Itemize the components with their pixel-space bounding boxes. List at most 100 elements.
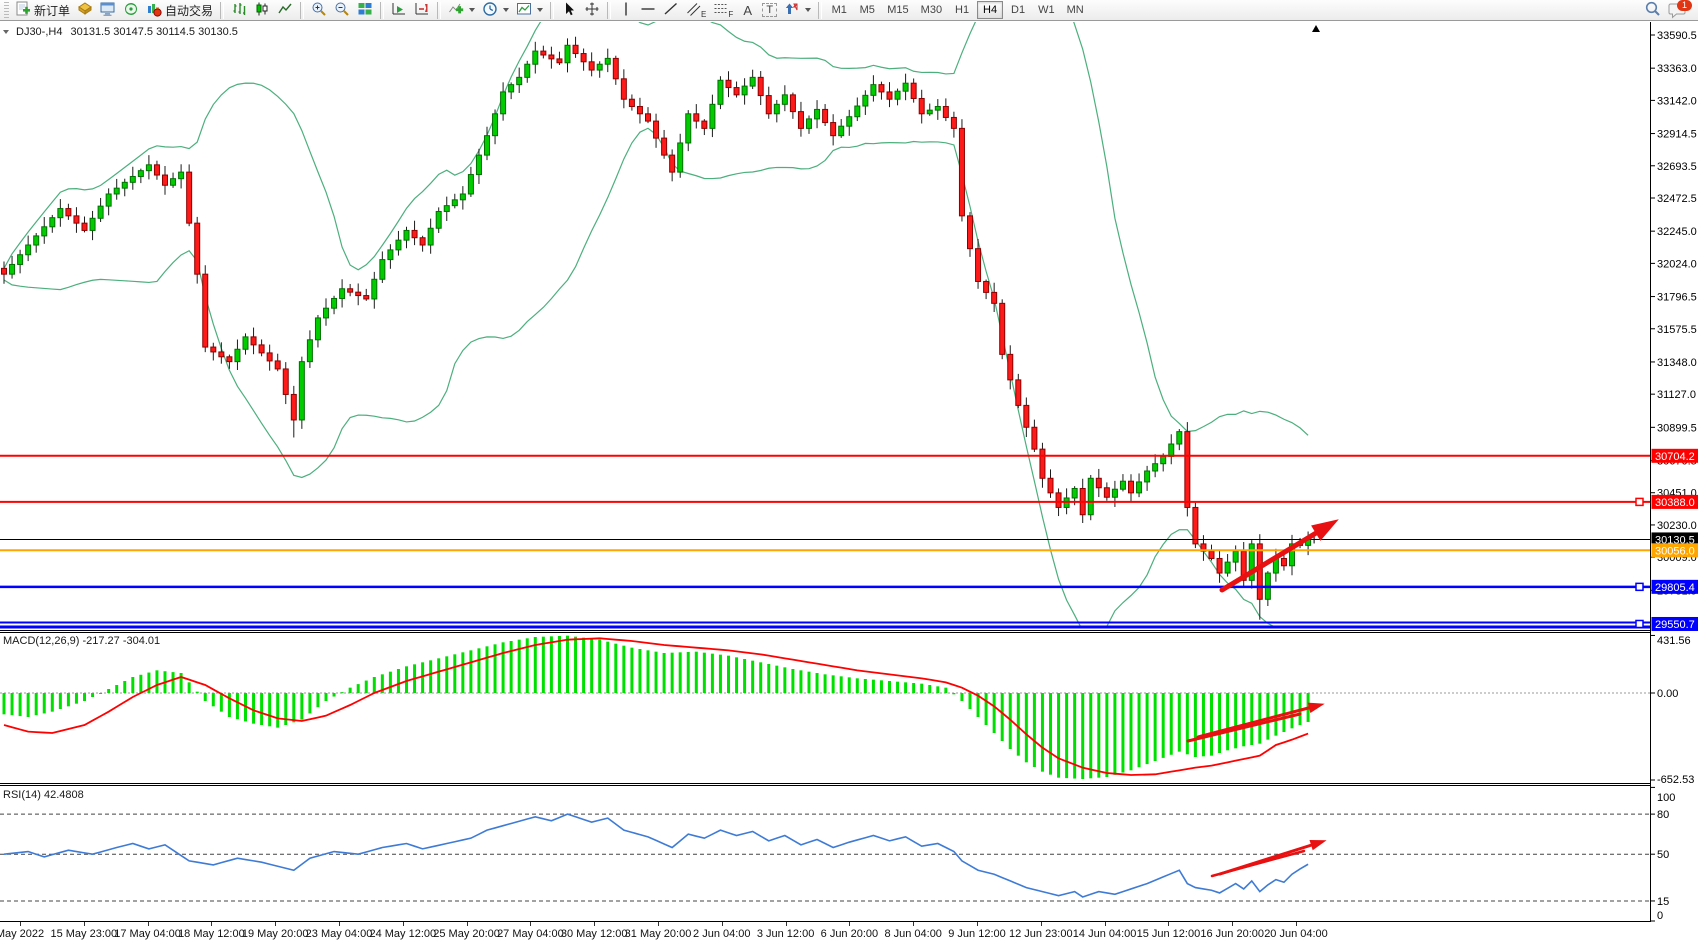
time-label: 3 Jun 12:00 bbox=[756, 928, 815, 940]
template-icon bbox=[516, 1, 532, 20]
time-tick bbox=[1296, 922, 1297, 926]
price-tick-label: 30899.5 bbox=[1657, 422, 1697, 434]
auto-scroll-button[interactable] bbox=[388, 1, 410, 20]
bar-chart-button[interactable] bbox=[228, 1, 250, 20]
text-tool-button[interactable]: A bbox=[737, 1, 758, 20]
horizontal-line-button[interactable] bbox=[637, 1, 659, 20]
hline-handle[interactable] bbox=[1635, 497, 1644, 507]
macd-tick-label: 431.56 bbox=[1657, 635, 1691, 647]
toolbar-grip bbox=[4, 2, 9, 18]
fibonacci-icon bbox=[713, 1, 728, 20]
candlestick-chart-button[interactable] bbox=[251, 1, 273, 20]
line-chart-button[interactable] bbox=[274, 1, 296, 20]
crosshair-button[interactable] bbox=[581, 1, 603, 20]
toolbar: 新订单 自动交易 E F bbox=[0, 0, 1698, 21]
time-tick bbox=[658, 922, 659, 926]
data-window-button[interactable] bbox=[97, 1, 119, 20]
price-tick-label: 32693.5 bbox=[1657, 161, 1697, 173]
text-tool-icon: A bbox=[743, 2, 753, 18]
time-label: 17 May 04:00 bbox=[114, 928, 181, 940]
cursor-button[interactable] bbox=[558, 1, 580, 20]
toolbar-separator bbox=[300, 1, 305, 19]
candlesticks bbox=[1, 36, 1312, 620]
text-label-icon: T bbox=[762, 3, 778, 17]
time-label: 14 Jun 04:00 bbox=[1072, 928, 1137, 940]
time-label: 16 Jun 20:00 bbox=[1200, 928, 1264, 940]
time-label: 15 May 23:00 bbox=[50, 928, 118, 940]
rsi-tick-label: 100 bbox=[1657, 792, 1675, 804]
zoom-out-button[interactable] bbox=[331, 1, 353, 20]
tile-windows-button[interactable] bbox=[354, 1, 376, 20]
auto-trading-button[interactable]: 自动交易 bbox=[143, 1, 216, 20]
timeframe-M30[interactable]: M30 bbox=[916, 1, 947, 19]
timeframe-H4[interactable]: H4 bbox=[977, 1, 1004, 19]
hline-30388[interactable] bbox=[0, 497, 1650, 507]
fibonacci-button[interactable]: F bbox=[710, 1, 736, 20]
hline-handle[interactable] bbox=[1635, 619, 1644, 629]
time-axis[interactable]: May 2022 15 May 23:00 17 May 04:00 18 May 1… bbox=[0, 922, 1698, 944]
macd-signal-line bbox=[3, 637, 1309, 776]
chart-shift-button[interactable] bbox=[411, 1, 433, 20]
hline-29805.4[interactable] bbox=[0, 582, 1650, 592]
time-tick bbox=[402, 922, 404, 926]
time-label: 24 May 12:00 bbox=[369, 928, 437, 940]
timeframe-MN[interactable]: MN bbox=[1062, 1, 1089, 19]
market-watch-button[interactable] bbox=[74, 1, 96, 20]
navigator-button[interactable] bbox=[120, 1, 142, 20]
time-tick bbox=[1104, 922, 1106, 926]
toolbar-separator bbox=[607, 1, 612, 19]
timeframe-H1[interactable]: H1 bbox=[949, 1, 975, 19]
new-order-icon bbox=[15, 1, 31, 20]
chart-area: 33590.5 33363.0 33142.0 32914.5 32693.5 32472… bbox=[0, 22, 1698, 944]
data-window-icon bbox=[100, 1, 116, 20]
crosshair-icon bbox=[584, 1, 600, 20]
timeframe-D1[interactable]: D1 bbox=[1005, 1, 1031, 19]
macd-indicator-label: MACD(12,26,9) -217.27 -304.01 bbox=[3, 635, 161, 647]
auto-trading-icon bbox=[146, 1, 162, 20]
indicators-button[interactable] bbox=[445, 1, 478, 20]
timeframe-M5[interactable]: M5 bbox=[854, 1, 880, 19]
hline-29550.7[interactable] bbox=[0, 619, 1650, 629]
dropdown-arrow-icon bbox=[469, 8, 476, 12]
shift-marker-icon[interactable] bbox=[1312, 25, 1320, 32]
cursor-icon bbox=[561, 1, 577, 20]
trendline-button[interactable] bbox=[660, 1, 682, 20]
hline-handle[interactable] bbox=[1635, 582, 1644, 592]
notification-badge: 1 bbox=[1677, 0, 1692, 11]
time-label: May 2022 bbox=[0, 928, 45, 940]
time-label: 23 May 04:00 bbox=[305, 928, 373, 940]
rsi-indicator-label: RSI(14) 42.4808 bbox=[3, 789, 84, 801]
search-icon[interactable] bbox=[1644, 0, 1662, 21]
time-label: 31 May 20:00 bbox=[624, 928, 692, 940]
periods-button[interactable] bbox=[479, 1, 512, 20]
timeframe-W1[interactable]: W1 bbox=[1033, 1, 1060, 19]
text-label-button[interactable]: T bbox=[759, 1, 780, 20]
chart-title-dropdown-icon[interactable] bbox=[3, 30, 9, 34]
dropdown-arrow-icon bbox=[805, 8, 812, 12]
price-tick-label: 33590.5 bbox=[1657, 30, 1697, 42]
trend-arrow-annotation-macd[interactable] bbox=[1196, 702, 1325, 739]
candlestick-chart-icon bbox=[254, 1, 270, 20]
rsi-tick-label: 50 bbox=[1657, 849, 1669, 861]
chat-notification[interactable]: 1 bbox=[1668, 0, 1692, 19]
time-label: 25 May 20:00 bbox=[433, 928, 500, 940]
chart-symbol-period: DJ30-,H4 bbox=[16, 26, 63, 38]
trend-arrow-annotation-rsi[interactable] bbox=[1218, 840, 1327, 876]
timeframe-M1[interactable]: M1 bbox=[826, 1, 852, 19]
macd-tick-label: -652.53 bbox=[1657, 774, 1694, 786]
time-tick bbox=[147, 922, 149, 926]
trend-arrow-annotation-macd[interactable] bbox=[1186, 712, 1302, 743]
new-order-button[interactable]: 新订单 bbox=[12, 1, 73, 20]
trend-arrow-annotation-main[interactable] bbox=[1219, 519, 1339, 593]
chart-canvas[interactable]: 33590.5 33363.0 33142.0 32914.5 32693.5 32472… bbox=[0, 22, 1698, 922]
price-tick-label: 32472.5 bbox=[1657, 193, 1697, 205]
arrows-tool-button[interactable] bbox=[781, 1, 814, 20]
price-tick-label: 33363.0 bbox=[1657, 63, 1697, 75]
templates-button[interactable] bbox=[513, 1, 546, 20]
price-tick-label: 32914.5 bbox=[1657, 129, 1697, 141]
equidistant-channel-button[interactable]: E bbox=[683, 1, 709, 20]
zoom-in-button[interactable] bbox=[308, 1, 330, 20]
time-label: 19 May 20:00 bbox=[241, 928, 309, 940]
vertical-line-button[interactable] bbox=[615, 1, 636, 20]
timeframe-M15[interactable]: M15 bbox=[882, 1, 913, 19]
